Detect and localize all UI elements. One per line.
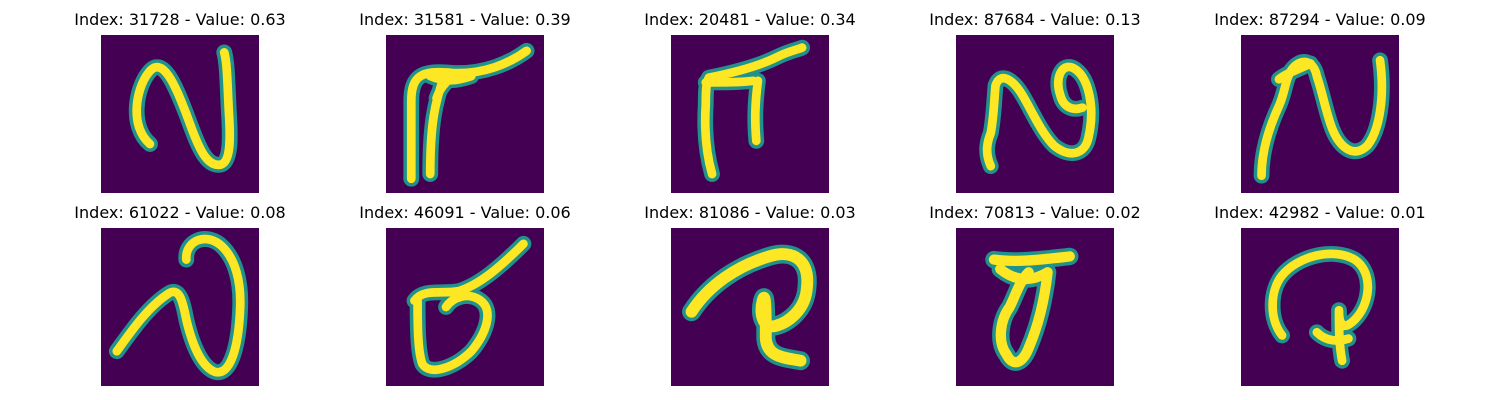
panel-6: Index: 61022 - Value: 0.08 bbox=[60, 202, 300, 386]
handwritten-glyph-image bbox=[101, 228, 259, 386]
panel-title: Index: 70813 - Value: 0.02 bbox=[929, 203, 1141, 222]
panel-8: Index: 81086 - Value: 0.03 bbox=[630, 202, 870, 386]
panel-title: Index: 87684 - Value: 0.13 bbox=[929, 10, 1141, 29]
handwritten-glyph-image bbox=[671, 228, 829, 386]
handwritten-glyph-image bbox=[386, 228, 544, 386]
handwritten-glyph-image bbox=[386, 35, 544, 193]
panel-9: Index: 70813 - Value: 0.02 bbox=[915, 202, 1155, 386]
panel-7: Index: 46091 - Value: 0.06 bbox=[345, 202, 585, 386]
panel-5: Index: 87294 - Value: 0.09 bbox=[1200, 9, 1440, 193]
panel-10: Index: 42982 - Value: 0.01 bbox=[1200, 202, 1440, 386]
panel-title: Index: 87294 - Value: 0.09 bbox=[1214, 10, 1426, 29]
panel-4: Index: 87684 - Value: 0.13 bbox=[915, 9, 1155, 193]
handwritten-glyph-image bbox=[1241, 228, 1399, 386]
handwritten-glyph-image bbox=[671, 35, 829, 193]
panel-title: Index: 46091 - Value: 0.06 bbox=[359, 203, 571, 222]
panel-3: Index: 20481 - Value: 0.34 bbox=[630, 9, 870, 193]
panel-title: Index: 42982 - Value: 0.01 bbox=[1214, 203, 1426, 222]
panel-2: Index: 31581 - Value: 0.39 bbox=[345, 9, 585, 193]
panel-title: Index: 31581 - Value: 0.39 bbox=[359, 10, 571, 29]
panel-title: Index: 61022 - Value: 0.08 bbox=[74, 203, 286, 222]
panel-title: Index: 20481 - Value: 0.34 bbox=[644, 10, 856, 29]
panel-1: Index: 31728 - Value: 0.63 bbox=[60, 9, 300, 193]
handwritten-glyph-image bbox=[956, 228, 1114, 386]
panel-title: Index: 81086 - Value: 0.03 bbox=[644, 203, 856, 222]
panel-title: Index: 31728 - Value: 0.63 bbox=[74, 10, 286, 29]
handwritten-glyph-image bbox=[101, 35, 259, 193]
handwritten-glyph-image bbox=[956, 35, 1114, 193]
handwritten-glyph-image bbox=[1241, 35, 1399, 193]
